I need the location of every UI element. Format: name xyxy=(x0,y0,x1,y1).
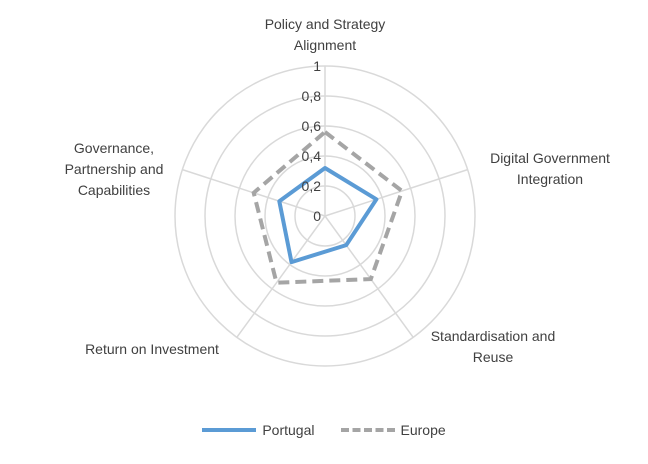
tick-label-3: 0,6 xyxy=(302,118,322,134)
axis-label-0-line-0: Policy and Strategy xyxy=(265,16,386,32)
radial-tick-labels: 0 0,2 0,4 0,6 0,8 1 xyxy=(302,58,322,224)
tick-label-1: 0,2 xyxy=(302,178,322,194)
spoke-2 xyxy=(324,215,414,338)
legend-label-europe: Europe xyxy=(400,422,446,438)
axis-label-4-line-2: Capabilities xyxy=(78,182,150,198)
tick-label-4: 0,8 xyxy=(302,88,322,104)
axis-labels: Policy and Strategy Alignment Digital Gove… xyxy=(65,16,610,365)
legend: Portugal Europe xyxy=(0,422,648,438)
spoke-3 xyxy=(236,215,326,338)
axis-label-0-line-1: Alignment xyxy=(294,37,356,53)
tick-label-5: 1 xyxy=(313,58,321,74)
axis-label-1-line-1: Integration xyxy=(517,171,583,187)
legend-swatch-europe xyxy=(340,428,395,432)
axis-label-4-line-0: Governance, xyxy=(74,140,154,156)
series-europe-line xyxy=(251,129,405,285)
axis-label-2-line-1: Reuse xyxy=(473,349,514,365)
axis-label-4-line-1: Partnership and xyxy=(65,161,164,177)
legend-item-portugal: Portugal xyxy=(202,422,315,438)
radar-series xyxy=(251,129,405,285)
legend-swatch-portugal xyxy=(202,428,257,432)
axis-label-1-line-0: Digital Government xyxy=(490,150,610,166)
series-portugal-line xyxy=(277,166,379,265)
axis-label-2-line-0: Standardisation and xyxy=(431,328,556,344)
tick-label-2: 0,4 xyxy=(302,148,322,164)
legend-label-portugal: Portugal xyxy=(262,422,315,438)
tick-label-0: 0 xyxy=(313,208,321,224)
spoke-1 xyxy=(324,168,468,217)
axis-label-3-line-0: Return on Investment xyxy=(85,341,219,357)
legend-item-europe: Europe xyxy=(340,422,446,438)
radar-grid xyxy=(174,65,476,367)
